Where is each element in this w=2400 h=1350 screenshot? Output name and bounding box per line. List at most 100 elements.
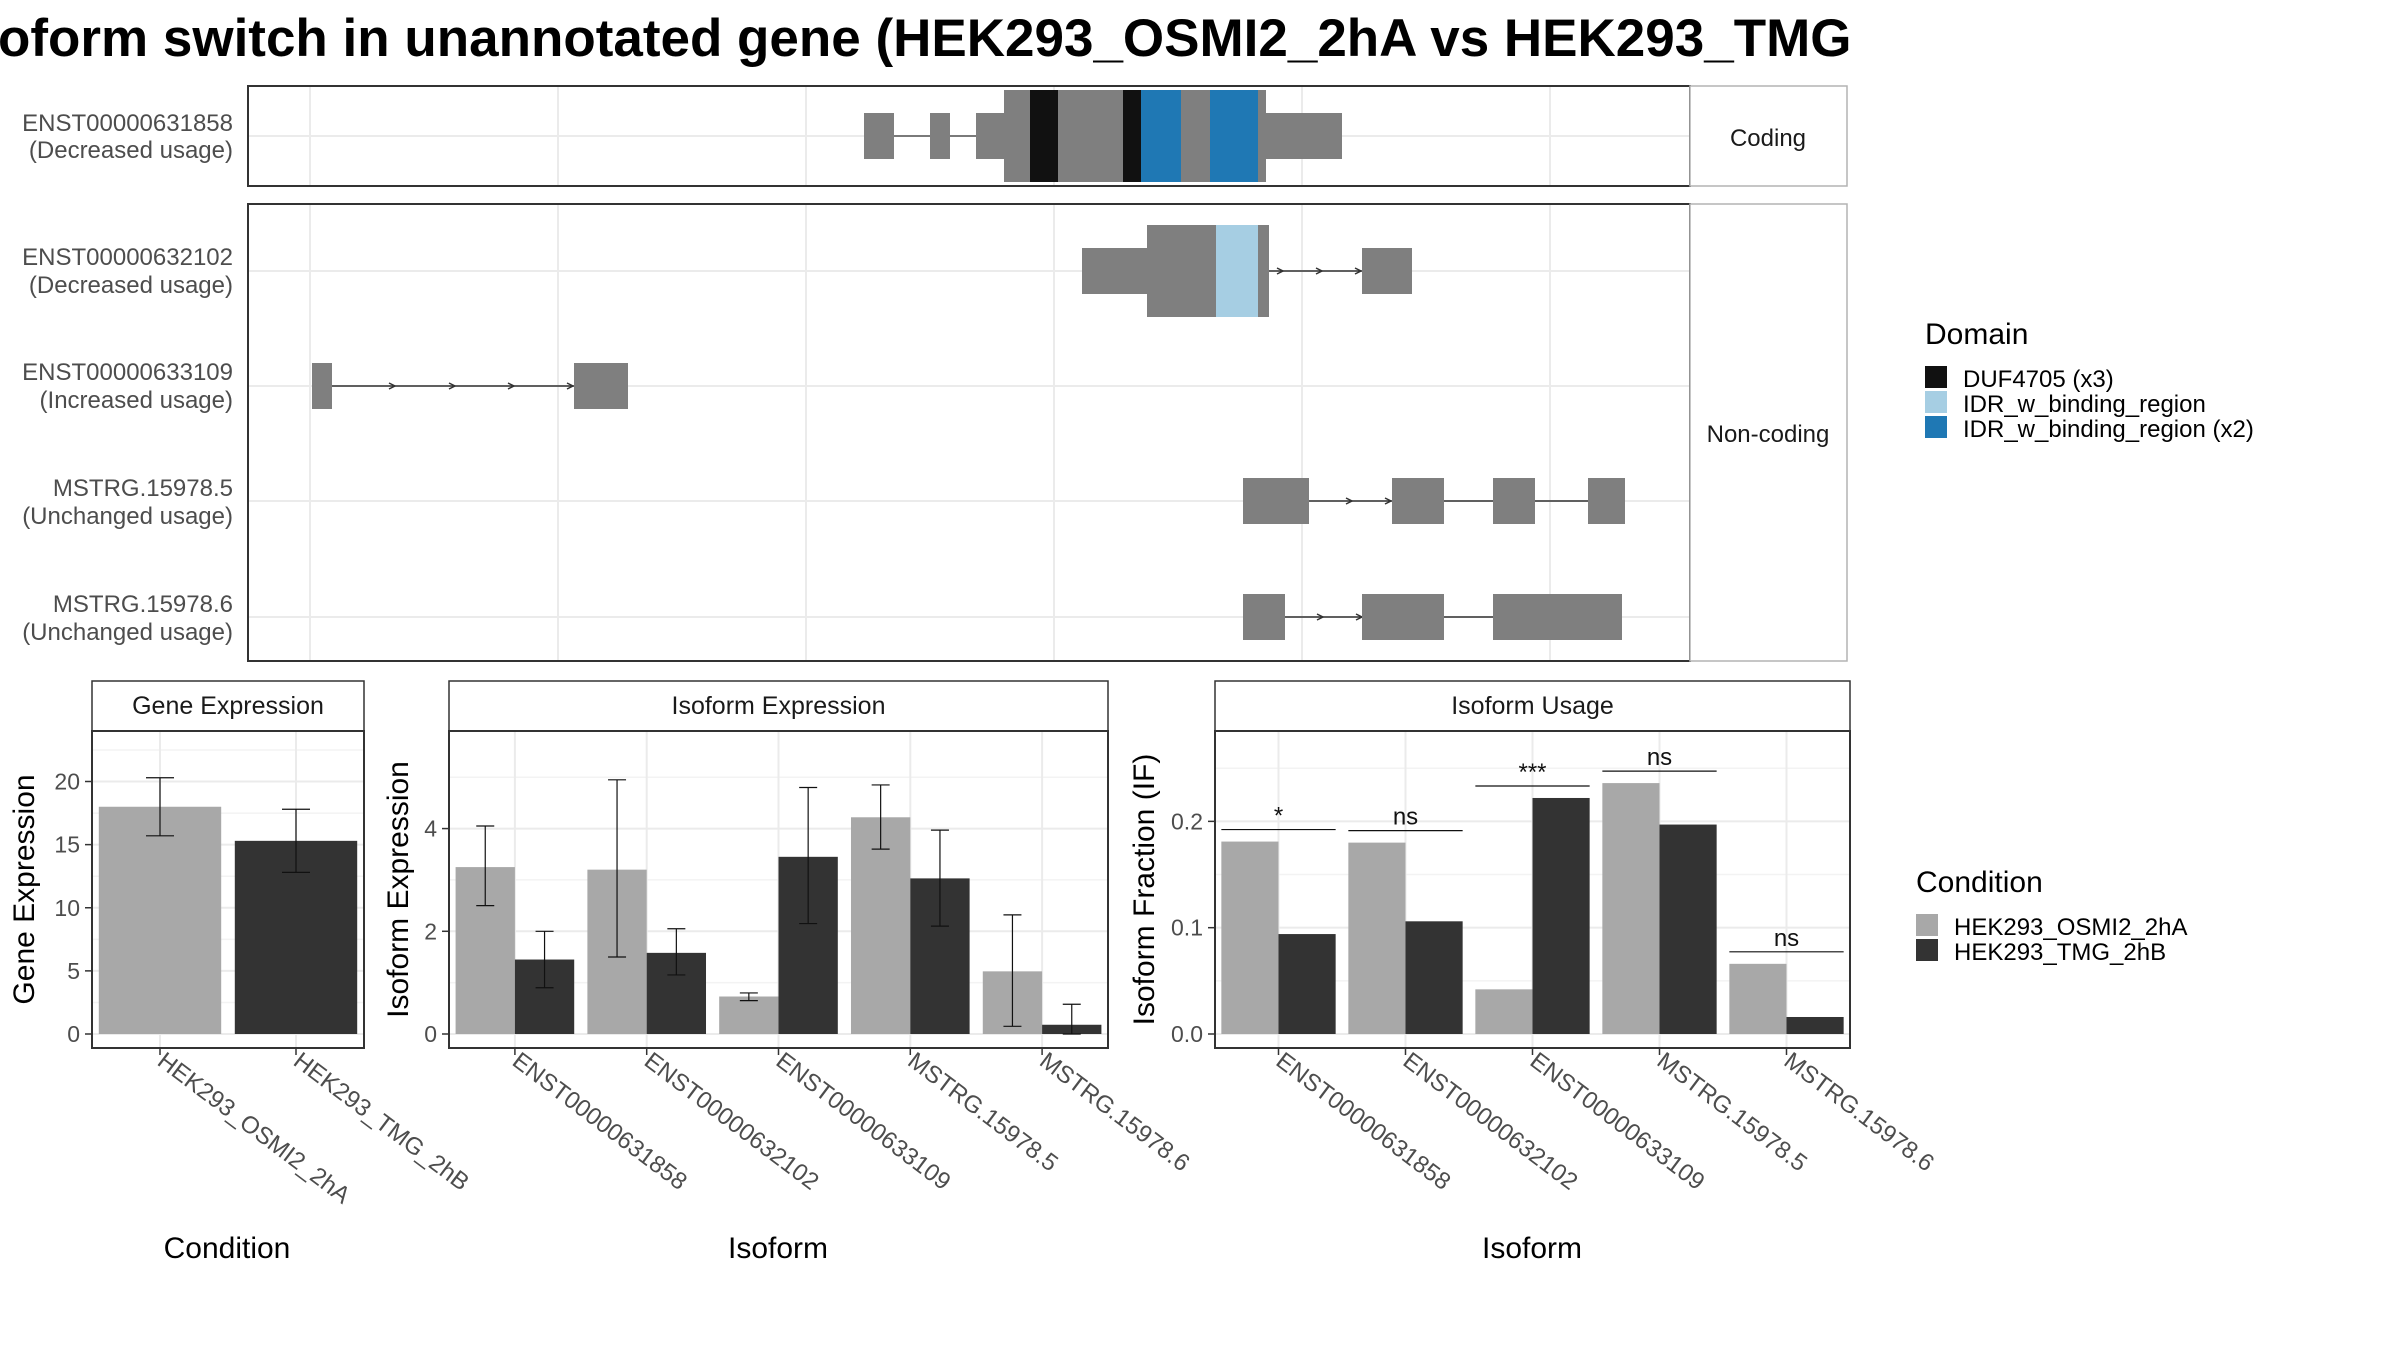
legend-item-label: IDR_w_binding_region: [1963, 391, 2206, 418]
y-tick-label: 4: [424, 816, 437, 842]
legend-swatch: [1916, 939, 1938, 961]
domain-idr-x2: [1141, 90, 1181, 182]
isoform-track-1: [864, 90, 1342, 182]
intron-arrow-icon: [1315, 267, 1324, 275]
bar-chart-panels: Gene Expression05101520HEK293_OSMI2_2hAH…: [8, 680, 1939, 1265]
significance-label: ns: [1774, 925, 1799, 952]
domain-idr: [1216, 225, 1258, 317]
legend-item-label: HEK293_OSMI2_2hA: [1954, 914, 2187, 941]
significance-label: *: [1274, 803, 1283, 830]
structure-panel: Coding Non-coding ENST00000631858 (Decre…: [22, 85, 1848, 662]
isoform-track-3: [312, 363, 628, 409]
isoform-id-label: ENST00000633109: [22, 359, 233, 386]
exon: [1362, 248, 1412, 294]
exon: [1243, 594, 1285, 640]
x-axis-title: Isoform: [728, 1232, 828, 1265]
legend-item-label: DUF4705 (x3): [1963, 366, 2114, 393]
bar: [1532, 797, 1590, 1034]
bar: [234, 840, 358, 1034]
exon: [1493, 478, 1535, 524]
domain-legend-title: Domain: [1925, 318, 2028, 351]
bar: [719, 996, 779, 1034]
isoform-usage-label: (Unchanged usage): [22, 619, 233, 646]
isoform-id-label: MSTRG.15978.6: [53, 591, 233, 618]
y-axis-title: Isoform Fraction (IF): [1128, 754, 1161, 1026]
bar: [1602, 783, 1660, 1034]
significance-label: ns: [1393, 804, 1418, 831]
bar: [1221, 841, 1279, 1034]
condition-legend-title: Condition: [1916, 866, 2043, 899]
bar: [1348, 842, 1406, 1034]
intron-arrow-icon: [566, 382, 575, 390]
bar: [850, 817, 911, 1034]
intron-arrow-icon: [448, 382, 457, 390]
legend-swatch: [1925, 366, 1947, 388]
y-tick-label: 5: [67, 958, 80, 984]
panel-strip: [448, 680, 1109, 732]
intron-arrow-icon: [1384, 497, 1393, 505]
y-tick-label: 0: [424, 1021, 437, 1047]
intron-arrow-icon: [1345, 497, 1354, 505]
isoform-id-label: MSTRG.15978.5: [53, 475, 233, 502]
figure-title: oform switch in unannotated gene (HEK293…: [0, 9, 1851, 68]
significance-label: ***: [1518, 759, 1546, 786]
noncoding-strip: [1689, 203, 1848, 662]
exon: [1082, 248, 1147, 294]
coding-strip: [1689, 85, 1848, 187]
legend-swatch: [1925, 416, 1947, 438]
isoform-usage-label: (Increased usage): [40, 387, 233, 414]
isoform-usage-label: (Decreased usage): [29, 272, 233, 299]
bar: [98, 806, 222, 1034]
exon: [1243, 478, 1309, 524]
exon: [1493, 594, 1622, 640]
intron-arrow-icon: [1276, 267, 1285, 275]
exon: [1266, 113, 1342, 159]
significance-label: ns: [1647, 744, 1672, 771]
domain-duf4705: [1030, 90, 1058, 182]
bar: [1786, 1016, 1844, 1034]
x-axis-title: Condition: [164, 1232, 291, 1265]
legend-swatch: [1925, 391, 1947, 413]
y-axis-title: Gene Expression: [8, 774, 41, 1004]
isoform-labels: ENST00000631858 (Decreased usage) ENST00…: [22, 110, 233, 646]
noncoding-strip-label: Non-coding: [1707, 421, 1830, 448]
isoform-usage-label: (Decreased usage): [29, 137, 233, 164]
x-axis-title: Isoform: [1482, 1232, 1582, 1265]
domain-duf4705: [1123, 90, 1141, 182]
y-tick-label: 0.1: [1171, 915, 1203, 941]
legend-swatch: [1916, 914, 1938, 936]
domain-idr-x2: [1210, 90, 1258, 182]
exon: [930, 113, 950, 159]
panel-strip-label: Gene Expression: [132, 692, 324, 720]
y-tick-label: 20: [54, 769, 80, 795]
panel-strip: [1214, 680, 1851, 732]
panel-strip-label: Isoform Usage: [1451, 692, 1614, 720]
legend-item-label: IDR_w_binding_region (x2): [1963, 416, 2254, 443]
exon: [864, 113, 894, 159]
intron-arrow-icon: [1354, 267, 1363, 275]
intron-arrow-icon: [388, 382, 397, 390]
y-tick-label: 10: [54, 895, 80, 921]
exon: [1588, 478, 1625, 524]
y-tick-label: 0: [67, 1021, 80, 1047]
isoform-id-label: ENST00000632102: [22, 244, 233, 271]
exon: [312, 363, 332, 409]
intron-arrow-icon: [1316, 613, 1325, 621]
exon: [976, 113, 1004, 159]
isoform-track-2: [1082, 225, 1412, 317]
panel-strip: [91, 680, 365, 732]
bar: [1729, 963, 1787, 1034]
bar: [1278, 934, 1336, 1034]
isoform-usage-label: (Unchanged usage): [22, 503, 233, 530]
exon: [574, 363, 628, 409]
legend-item-label: HEK293_TMG_2hB: [1954, 939, 2166, 966]
y-axis-title: Isoform Expression: [382, 761, 415, 1018]
exon: [1362, 594, 1444, 640]
condition-legend: Condition HEK293_OSMI2_2hA HEK293_TMG_2h…: [1916, 866, 2187, 966]
isoform-track-5: [1243, 594, 1622, 640]
isoform-id-label: ENST00000631858: [22, 110, 233, 137]
isoform-track-4: [1243, 478, 1625, 524]
coding-strip-label: Coding: [1730, 125, 1806, 152]
domain-legend: Domain DUF4705 (x3) IDR_w_binding_region…: [1925, 318, 2254, 443]
